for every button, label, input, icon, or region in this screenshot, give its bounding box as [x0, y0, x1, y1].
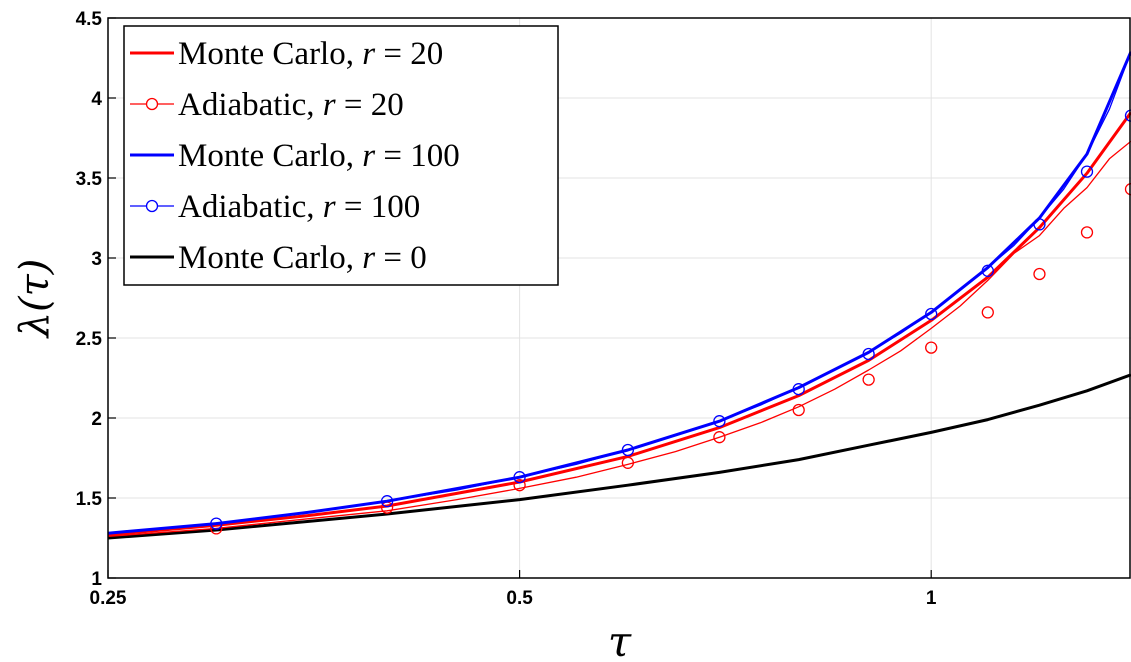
- legend-label-text: Adiabatic,: [178, 189, 323, 225]
- series-2: [107, 140, 1131, 538]
- series-2-marker: [792, 403, 805, 417]
- legend-label-text: Adiabatic,: [178, 87, 323, 123]
- series-4-marker: [1033, 218, 1046, 231]
- legend-marker: [145, 97, 159, 111]
- legend-label-value: = 0: [375, 240, 427, 276]
- series-4-line: [107, 51, 1131, 534]
- plot-area-frame: [107, 17, 1131, 579]
- legend-label-variable: r: [362, 138, 375, 174]
- series-1: [107, 111, 1131, 537]
- series-layer: [107, 51, 1131, 540]
- legend-label-variable: r: [362, 36, 375, 72]
- legend-label-text: Monte Carlo,: [178, 240, 362, 276]
- series-4-marker: [981, 264, 994, 277]
- legend-label-variable: r: [323, 87, 336, 123]
- y-tick-label: 4.5: [76, 9, 103, 30]
- legend-marker: [145, 199, 159, 213]
- series-5: [107, 373, 1131, 540]
- series-2-marker: [713, 431, 726, 444]
- y-axis-label: λ(τ): [12, 259, 58, 340]
- legend-label-text: Monte Carlo,: [178, 138, 362, 174]
- legend-label-value: = 20: [336, 87, 404, 123]
- series-2-marker: [513, 479, 526, 492]
- x-axis-label: τ: [608, 617, 632, 662]
- series-2-marker: [981, 306, 994, 319]
- series-2-marker: [925, 341, 938, 354]
- series-2-marker: [1080, 226, 1094, 239]
- legend-label: Monte Carlo, r = 0: [178, 240, 427, 276]
- y-tick-label: 2: [91, 409, 102, 430]
- x-tick-label: 1: [926, 588, 937, 609]
- series-2-marker: [1124, 183, 1131, 196]
- series-4-marker: [792, 383, 805, 396]
- series-4-marker: [713, 415, 726, 428]
- series-2-marker: [862, 373, 875, 386]
- series-4-marker: [1124, 109, 1131, 122]
- series-4-marker: [862, 347, 875, 361]
- series-4-marker: [925, 307, 938, 321]
- axis-ticks: 0.25 0.5 1 1 1.5 2 2.5 3 3.5 4 4.5: [76, 9, 937, 609]
- series-2-marker: [621, 456, 635, 469]
- series-4-marker: [210, 517, 223, 530]
- legend-box: [123, 25, 559, 286]
- series-4: [107, 51, 1131, 534]
- legend-label-value: = 100: [336, 189, 421, 225]
- x-tick-label: 0.25: [90, 588, 127, 609]
- legend-label: Adiabatic, r = 20: [178, 87, 404, 123]
- legend-label-variable: r: [362, 240, 375, 276]
- series-4-marker: [513, 471, 526, 484]
- series-4-marker: [1080, 165, 1094, 178]
- y-tick-label: 3.5: [76, 169, 103, 190]
- series-5-line: [107, 373, 1131, 540]
- legend-label-text: Monte Carlo,: [178, 36, 362, 72]
- legend-label: Monte Carlo, r = 20: [178, 36, 443, 72]
- legend-label: Monte Carlo, r = 100: [178, 138, 460, 174]
- y-tick-label: 2.5: [76, 329, 103, 350]
- series-4-marker: [380, 495, 394, 508]
- series-2-line: [107, 140, 1131, 538]
- y-tick-label: 4: [91, 89, 102, 110]
- legend-label-value: = 100: [375, 138, 460, 174]
- series-2-marker: [1033, 267, 1046, 281]
- x-tick-label: 0.5: [506, 588, 533, 609]
- legend-label-value: = 20: [375, 36, 443, 72]
- legend-label: Adiabatic, r = 100: [178, 189, 420, 225]
- y-tick-label: 3: [91, 249, 102, 270]
- y-tick-label: 1: [91, 569, 102, 590]
- legend-label-variable: r: [323, 189, 336, 225]
- y-tick-label: 1.5: [76, 489, 103, 510]
- series-1-line: [107, 111, 1131, 537]
- series-4-marker: [621, 443, 635, 457]
